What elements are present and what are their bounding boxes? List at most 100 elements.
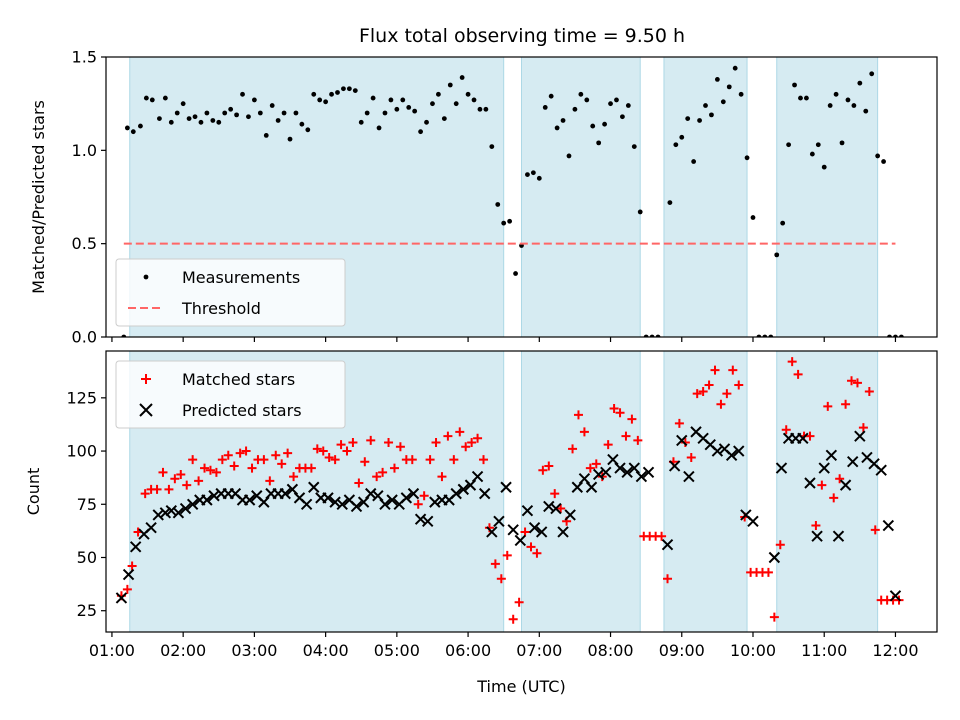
top-measurements-point [560,118,566,123]
top-measurements-point [815,142,821,148]
top-measurements-point [821,164,827,170]
bottom-predicted-stars-point [478,487,491,500]
bottom-matched-stars-point [324,452,334,462]
x-tick-label: 09:00 [659,641,705,660]
bottom-predicted-stars-point [115,592,128,604]
top-measurements-point [240,91,245,97]
top-measurements-point [382,110,388,116]
bottom-matched-stars-point [532,548,542,558]
top-measurements-point [875,153,881,159]
top-measurements-point [251,97,257,103]
bottom-predicted-stars-point [528,521,541,534]
bottom-predicted-stars-point [322,492,334,504]
bottom-matched-stars-point [514,597,524,607]
bottom-matched-stars-point [127,561,137,571]
bottom-matched-stars-point [728,365,738,375]
bottom-predicted-stars-point [825,449,838,462]
top-measurements-point [477,106,483,112]
bottom-predicted-stars-point [350,500,363,513]
top-plot-area [121,57,904,337]
bottom-predicted-stars-point [471,470,484,483]
bottom-matched-stars-point [716,399,726,409]
top-measurements-point [394,106,400,112]
bottom-predicted-stars-point [500,481,512,493]
bottom-matched-stars-point [550,489,560,499]
bottom-predicted-stars-point [201,494,213,506]
bottom-predicted-stars-point [839,479,852,491]
bottom-predicted-stars-point [875,464,887,476]
bottom-predicted-stars-point [768,551,781,564]
bottom-matched-stars-point [763,567,773,577]
top-measurements-point [602,121,607,127]
top-measurements-point [418,129,423,135]
bottom-predicted-stars-point [379,498,391,510]
top-measurements-point [388,97,394,103]
bottom-matched-stars-point [425,455,435,465]
top-measurements-point [596,140,602,146]
bottom-predicted-stars-point [642,466,655,479]
bottom-predicted-stars-point [450,487,462,500]
bottom-matched-stars-point [633,435,643,445]
bottom-matched-stars-point [223,450,233,460]
bottom-matched-stars-point [847,376,857,386]
bottom-predicted-stars-point [493,515,505,528]
top-y-tick-label: 1.0 [72,141,97,160]
bottom-predicted-stars-point [535,526,548,538]
top-measurements-point [697,118,702,123]
bottom-matched-stars-point [158,467,168,477]
bottom-matched-stars-point [870,525,880,535]
top-measurements-point [204,110,210,116]
bottom-predicted-stars-point [308,481,320,493]
top-measurements-point [495,202,501,207]
top-measurements-point [459,75,465,80]
bottom-matched-stars-point [413,499,423,509]
top-legend-box [115,258,346,327]
top-measurements-point [228,106,234,112]
bottom-matched-stars-point [247,463,257,473]
top-legend-measurements-marker [143,274,149,280]
top-measurements-point [614,97,619,103]
top-measurements-point [827,103,833,108]
bottom-legend-predicted-stars-label: Predicted stars [182,401,302,420]
bottom-matched-stars-point [330,455,340,465]
bottom-legend-box [115,360,346,429]
bottom-matched-stars-point [182,480,192,490]
bottom-matched-stars-point [858,423,868,433]
top-measurements-point [311,91,317,97]
bottom-matched-stars-point [722,389,732,399]
bottom-matched-stars-point [793,369,803,379]
bottom-matched-stars-point [811,521,821,531]
x-tick-label: 07:00 [516,641,562,660]
bottom-matched-stars-point [152,484,162,494]
bottom-predicted-stars-point [300,498,313,510]
bottom-legend-predicted-stars-marker [139,403,153,417]
bottom-predicted-stars-point [186,498,199,510]
top-measurements-point [430,101,435,107]
bottom-matched-stars-point [852,378,862,388]
bottom-predicted-stars-point [733,445,745,457]
bottom-matched-stars-point [235,448,245,458]
bottom-predicted-stars-point [661,539,674,551]
bottom-matched-stars-point [378,467,388,477]
top-measurements-point [352,88,358,93]
bottom-matched-stars-point [217,455,227,465]
bottom-predicted-stars-point [797,432,809,444]
top-measurements-point [138,123,143,129]
bottom-matched-stars-point [556,504,566,514]
top-measurements-point [507,218,513,224]
top-measurements-point [679,134,685,140]
bottom-predicted-stars-point [889,590,902,602]
top-measurements-point [625,103,631,108]
top-measurements-point [685,116,691,121]
bottom-matched-stars-point [467,438,477,448]
top-measurements-point [709,112,714,118]
bottom-matched-stars-point [657,531,667,541]
bottom-matched-stars-point [443,431,453,441]
bottom-matched-stars-point [437,472,447,482]
bottom-matched-stars-point [829,493,839,503]
bottom-matched-stars-point [835,474,845,484]
bottom-matched-stars-point [769,612,779,622]
top-measurements-point [839,140,845,146]
bottom-predicted-stars-point [585,481,598,493]
bottom-predicted-stars-point [847,455,859,468]
